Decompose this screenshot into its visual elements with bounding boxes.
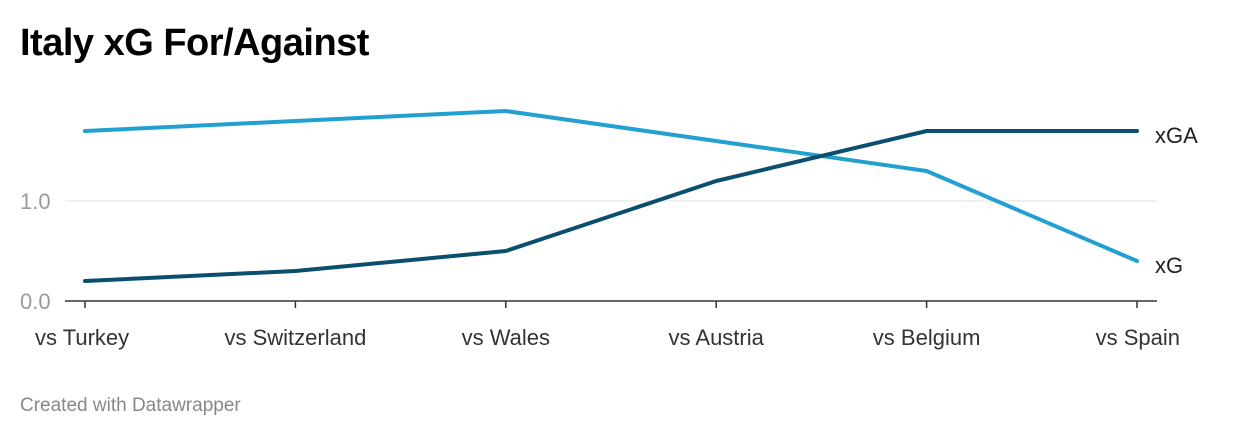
series-line-xga: [83, 129, 1139, 283]
series-labels: xG xGA: [1155, 123, 1198, 278]
x-axis: vs Turkey vs Switzerland vs Wales vs Austri…: [35, 300, 1180, 350]
series-label-xga: xGA: [1155, 123, 1198, 148]
series-line-xg: [83, 109, 1139, 263]
chart-title: Italy xG For/Against: [20, 22, 369, 64]
x-tick-label: vs Belgium: [873, 325, 981, 350]
y-tick-label: 1.0: [20, 189, 51, 214]
series-label-xg: xG: [1155, 253, 1183, 278]
x-tick-label: vs Austria: [669, 325, 765, 350]
y-tick-labels: 0.0 1.0: [20, 189, 51, 314]
series-lines: [83, 109, 1139, 283]
credit-text: Created with Datawrapper: [20, 395, 241, 416]
y-tick-label: 0.0: [20, 289, 51, 314]
x-tick-label: vs Spain: [1096, 325, 1180, 350]
x-tick-label: vs Wales: [462, 325, 550, 350]
x-tick-label: vs Switzerland: [224, 325, 366, 350]
x-tick-label: vs Turkey: [35, 325, 129, 350]
